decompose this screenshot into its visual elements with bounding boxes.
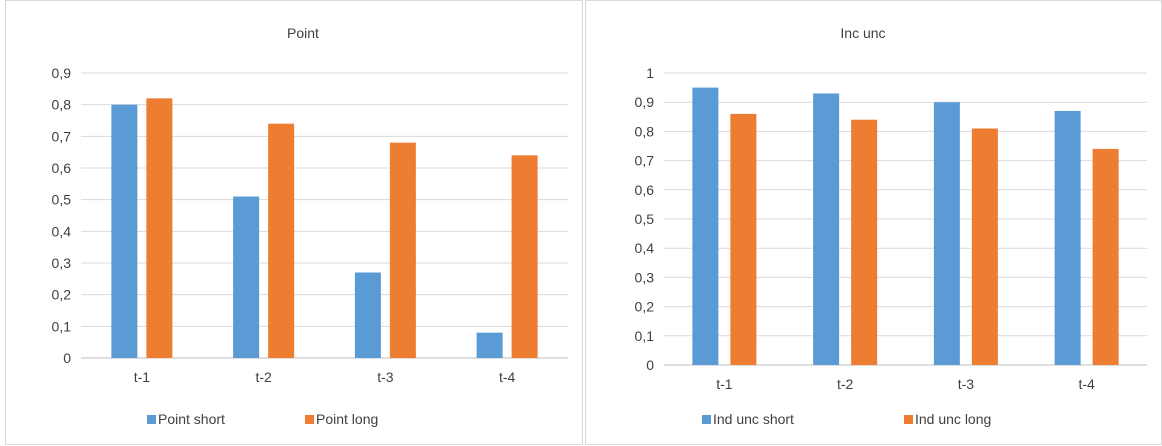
axis-labels: 0 0,1 0,2 0,3 0,4 0,5 0,6 0,7 0,8 0,9 t-1 t-2 t-3 t-4 xyxy=(52,65,516,385)
bar xyxy=(692,87,719,365)
bar xyxy=(389,142,416,358)
y-tick-label: 0,1 xyxy=(52,318,72,334)
y-tick-label: 0,4 xyxy=(635,240,655,256)
bar xyxy=(933,102,960,365)
y-tick-label: 0,5 xyxy=(52,192,72,208)
bar xyxy=(851,119,878,365)
chart-point: Point 0 0,1 0,2 0,3 0,4 0,5 0,6 0,7 0,8 0,9 t-1 t-2… xyxy=(52,25,568,427)
bar xyxy=(268,123,295,359)
bar xyxy=(511,155,538,358)
x-tick-label: t-3 xyxy=(958,376,975,392)
x-tick-label: t-4 xyxy=(1078,376,1095,392)
legend-swatch xyxy=(147,415,156,424)
bar xyxy=(476,332,503,358)
y-tick-label: 0,6 xyxy=(52,160,72,176)
y-tick-label: 0,1 xyxy=(635,328,655,344)
chart-title: Point xyxy=(287,25,319,41)
legend: Ind unc short Ind unc long xyxy=(702,411,991,427)
legend-label: Ind unc short xyxy=(713,411,794,427)
y-tick-label: 0 xyxy=(646,357,654,373)
y-tick-label: 0,9 xyxy=(52,65,72,81)
y-tick-label: 0,4 xyxy=(52,223,72,239)
bar xyxy=(1054,110,1081,366)
y-tick-label: 1 xyxy=(646,65,654,81)
legend-label: Point long xyxy=(316,411,378,427)
y-tick-label: 0,3 xyxy=(635,269,655,285)
y-tick-label: 0,3 xyxy=(52,255,72,271)
legend-swatch xyxy=(702,415,711,424)
y-tick-label: 0,5 xyxy=(635,211,655,227)
chart-title: Inc unc xyxy=(840,25,885,41)
x-tick-label: t-1 xyxy=(134,369,151,385)
y-tick-label: 0,7 xyxy=(635,153,655,169)
bar xyxy=(1092,148,1119,365)
chart-inc-unc: Inc unc 0 0,1 0,2 0,3 0,4 0,5 0,6 0,7 0,8 0,9 1 t-1… xyxy=(635,25,1147,427)
chart-panel-point: Point 0 0,1 0,2 0,3 0,4 0,5 0,6 0,7 0,8 0,9 t-1 t-2… xyxy=(5,0,583,445)
y-tick-label: 0,6 xyxy=(635,182,655,198)
x-tick-label: t-2 xyxy=(837,376,854,392)
y-tick-label: 0,8 xyxy=(52,97,72,113)
bar xyxy=(111,104,138,359)
bars xyxy=(111,98,538,359)
chart-panel-inc-unc: Inc unc 0 0,1 0,2 0,3 0,4 0,5 0,6 0,7 0,8 0,9 1 t-1… xyxy=(585,0,1162,445)
y-tick-label: 0,2 xyxy=(635,299,655,315)
x-tick-label: t-1 xyxy=(716,376,733,392)
bar xyxy=(146,98,173,358)
legend-swatch xyxy=(904,415,913,424)
y-tick-label: 0,7 xyxy=(52,128,72,144)
x-tick-label: t-2 xyxy=(255,369,272,385)
bar xyxy=(730,113,757,365)
y-tick-label: 0 xyxy=(63,350,71,366)
y-tick-label: 0,8 xyxy=(635,123,655,139)
y-tick-label: 0,2 xyxy=(52,287,72,303)
bar xyxy=(354,272,381,358)
bar xyxy=(971,128,998,365)
legend-swatch xyxy=(305,415,314,424)
bars xyxy=(692,87,1119,366)
x-tick-label: t-3 xyxy=(377,369,394,385)
bar xyxy=(813,93,840,365)
legend: Point short Point long xyxy=(147,411,378,427)
x-tick-label: t-4 xyxy=(499,369,516,385)
axis-labels: 0 0,1 0,2 0,3 0,4 0,5 0,6 0,7 0,8 0,9 1 t-1 t-2 t-3 t-… xyxy=(635,65,1095,392)
bar xyxy=(233,196,260,358)
y-tick-label: 0,9 xyxy=(635,94,655,110)
legend-label: Point short xyxy=(158,411,225,427)
legend-label: Ind unc long xyxy=(915,411,991,427)
